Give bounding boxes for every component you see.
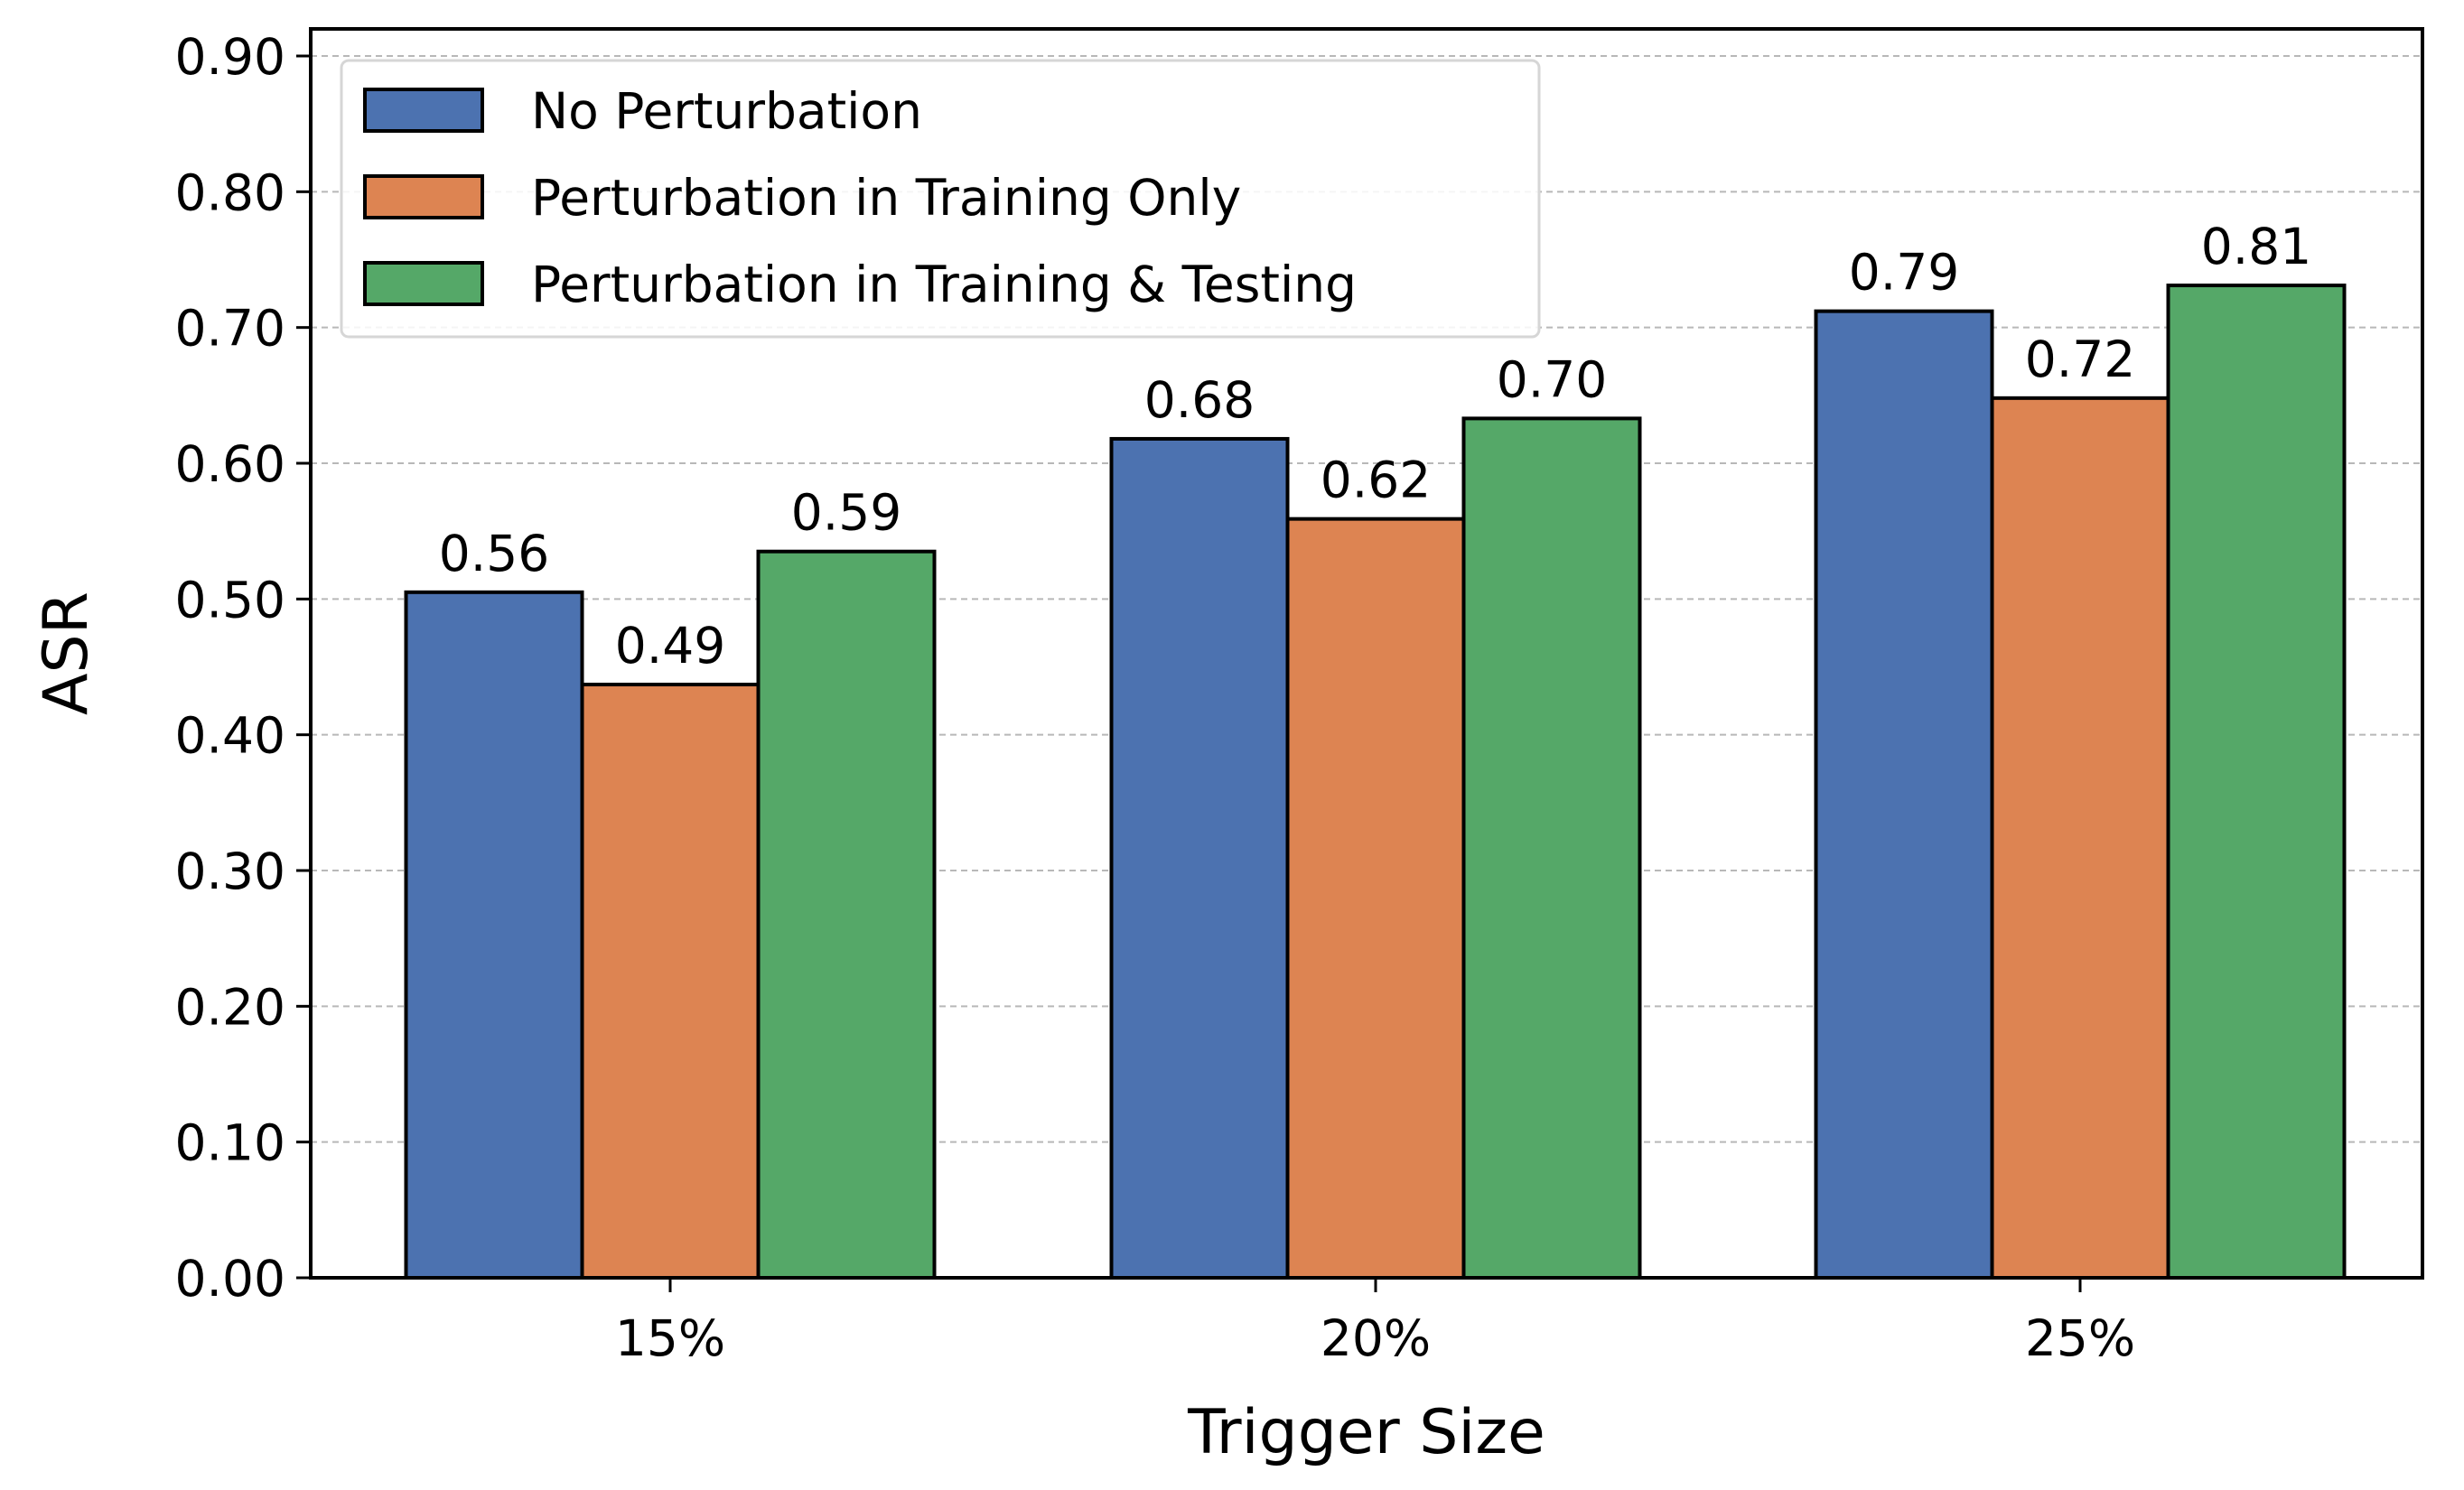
bar-3-25%	[2166, 284, 2347, 1280]
legend: No Perturbation Perturbation in Training …	[340, 59, 1541, 339]
y-tick-label: 0.10	[175, 1114, 285, 1172]
data-label: 0.70	[1497, 350, 1607, 408]
legend-label: No Perturbation	[531, 82, 922, 140]
bar-2-25%	[1990, 396, 2170, 1280]
legend-label: Perturbation in Training Only	[531, 169, 1241, 227]
y-tick-label: 0.20	[175, 978, 285, 1036]
bar-2-15%	[580, 683, 761, 1280]
data-label: 0.79	[1849, 244, 1959, 302]
y-tick-label: 0.30	[175, 843, 285, 900]
data-label: 0.68	[1144, 371, 1255, 429]
y-tick-label: 0.00	[175, 1250, 285, 1308]
y-axis-title: ASR	[31, 591, 102, 715]
y-tick-label: 0.80	[175, 163, 285, 221]
bar-value-labels: 0.56 0.49 0.59 0.68 0.62 0.70 0.79 0.72 0.81	[439, 218, 2311, 675]
y-tick-label: 0.60	[175, 435, 285, 493]
x-tick-label: 20%	[1321, 1309, 1431, 1367]
data-label: 0.49	[615, 617, 725, 675]
plot-frame	[309, 27, 2424, 1280]
bars	[404, 284, 2347, 1280]
x-tick-label: 15%	[615, 1309, 725, 1367]
x-tick-label: 25%	[2025, 1309, 2135, 1367]
bar-3-20%	[1461, 416, 1642, 1280]
x-axis: 15% 20% 25%	[615, 1278, 2135, 1367]
bar-1-15%	[404, 590, 584, 1280]
legend-frame	[340, 59, 1541, 339]
data-label: 0.81	[2201, 218, 2311, 275]
x-axis-title: Trigger Size	[1187, 1397, 1545, 1468]
legend-swatch	[363, 174, 484, 219]
data-label: 0.56	[439, 525, 549, 582]
data-label: 0.62	[1321, 452, 1431, 509]
bar-3-15%	[756, 549, 937, 1280]
bar-1-20%	[1109, 436, 1290, 1280]
y-tick-label: 0.40	[175, 707, 285, 765]
y-tick-label: 0.90	[175, 28, 285, 86]
y-tick-label: 0.50	[175, 571, 285, 629]
bar-1-25%	[1814, 309, 1994, 1280]
legend-swatch	[363, 261, 484, 306]
legend-label: Perturbation in Training & Testing	[531, 256, 1357, 313]
data-label: 0.59	[791, 484, 901, 542]
data-label: 0.72	[2025, 331, 2135, 388]
y-tick-label: 0.70	[175, 300, 285, 358]
y-axis: 0.00 0.10 0.20 0.30 0.40 0.50 0.60 0.70 0.80 0.90	[175, 28, 311, 1308]
bar-2-20%	[1285, 517, 1466, 1280]
legend-swatch	[363, 88, 484, 133]
